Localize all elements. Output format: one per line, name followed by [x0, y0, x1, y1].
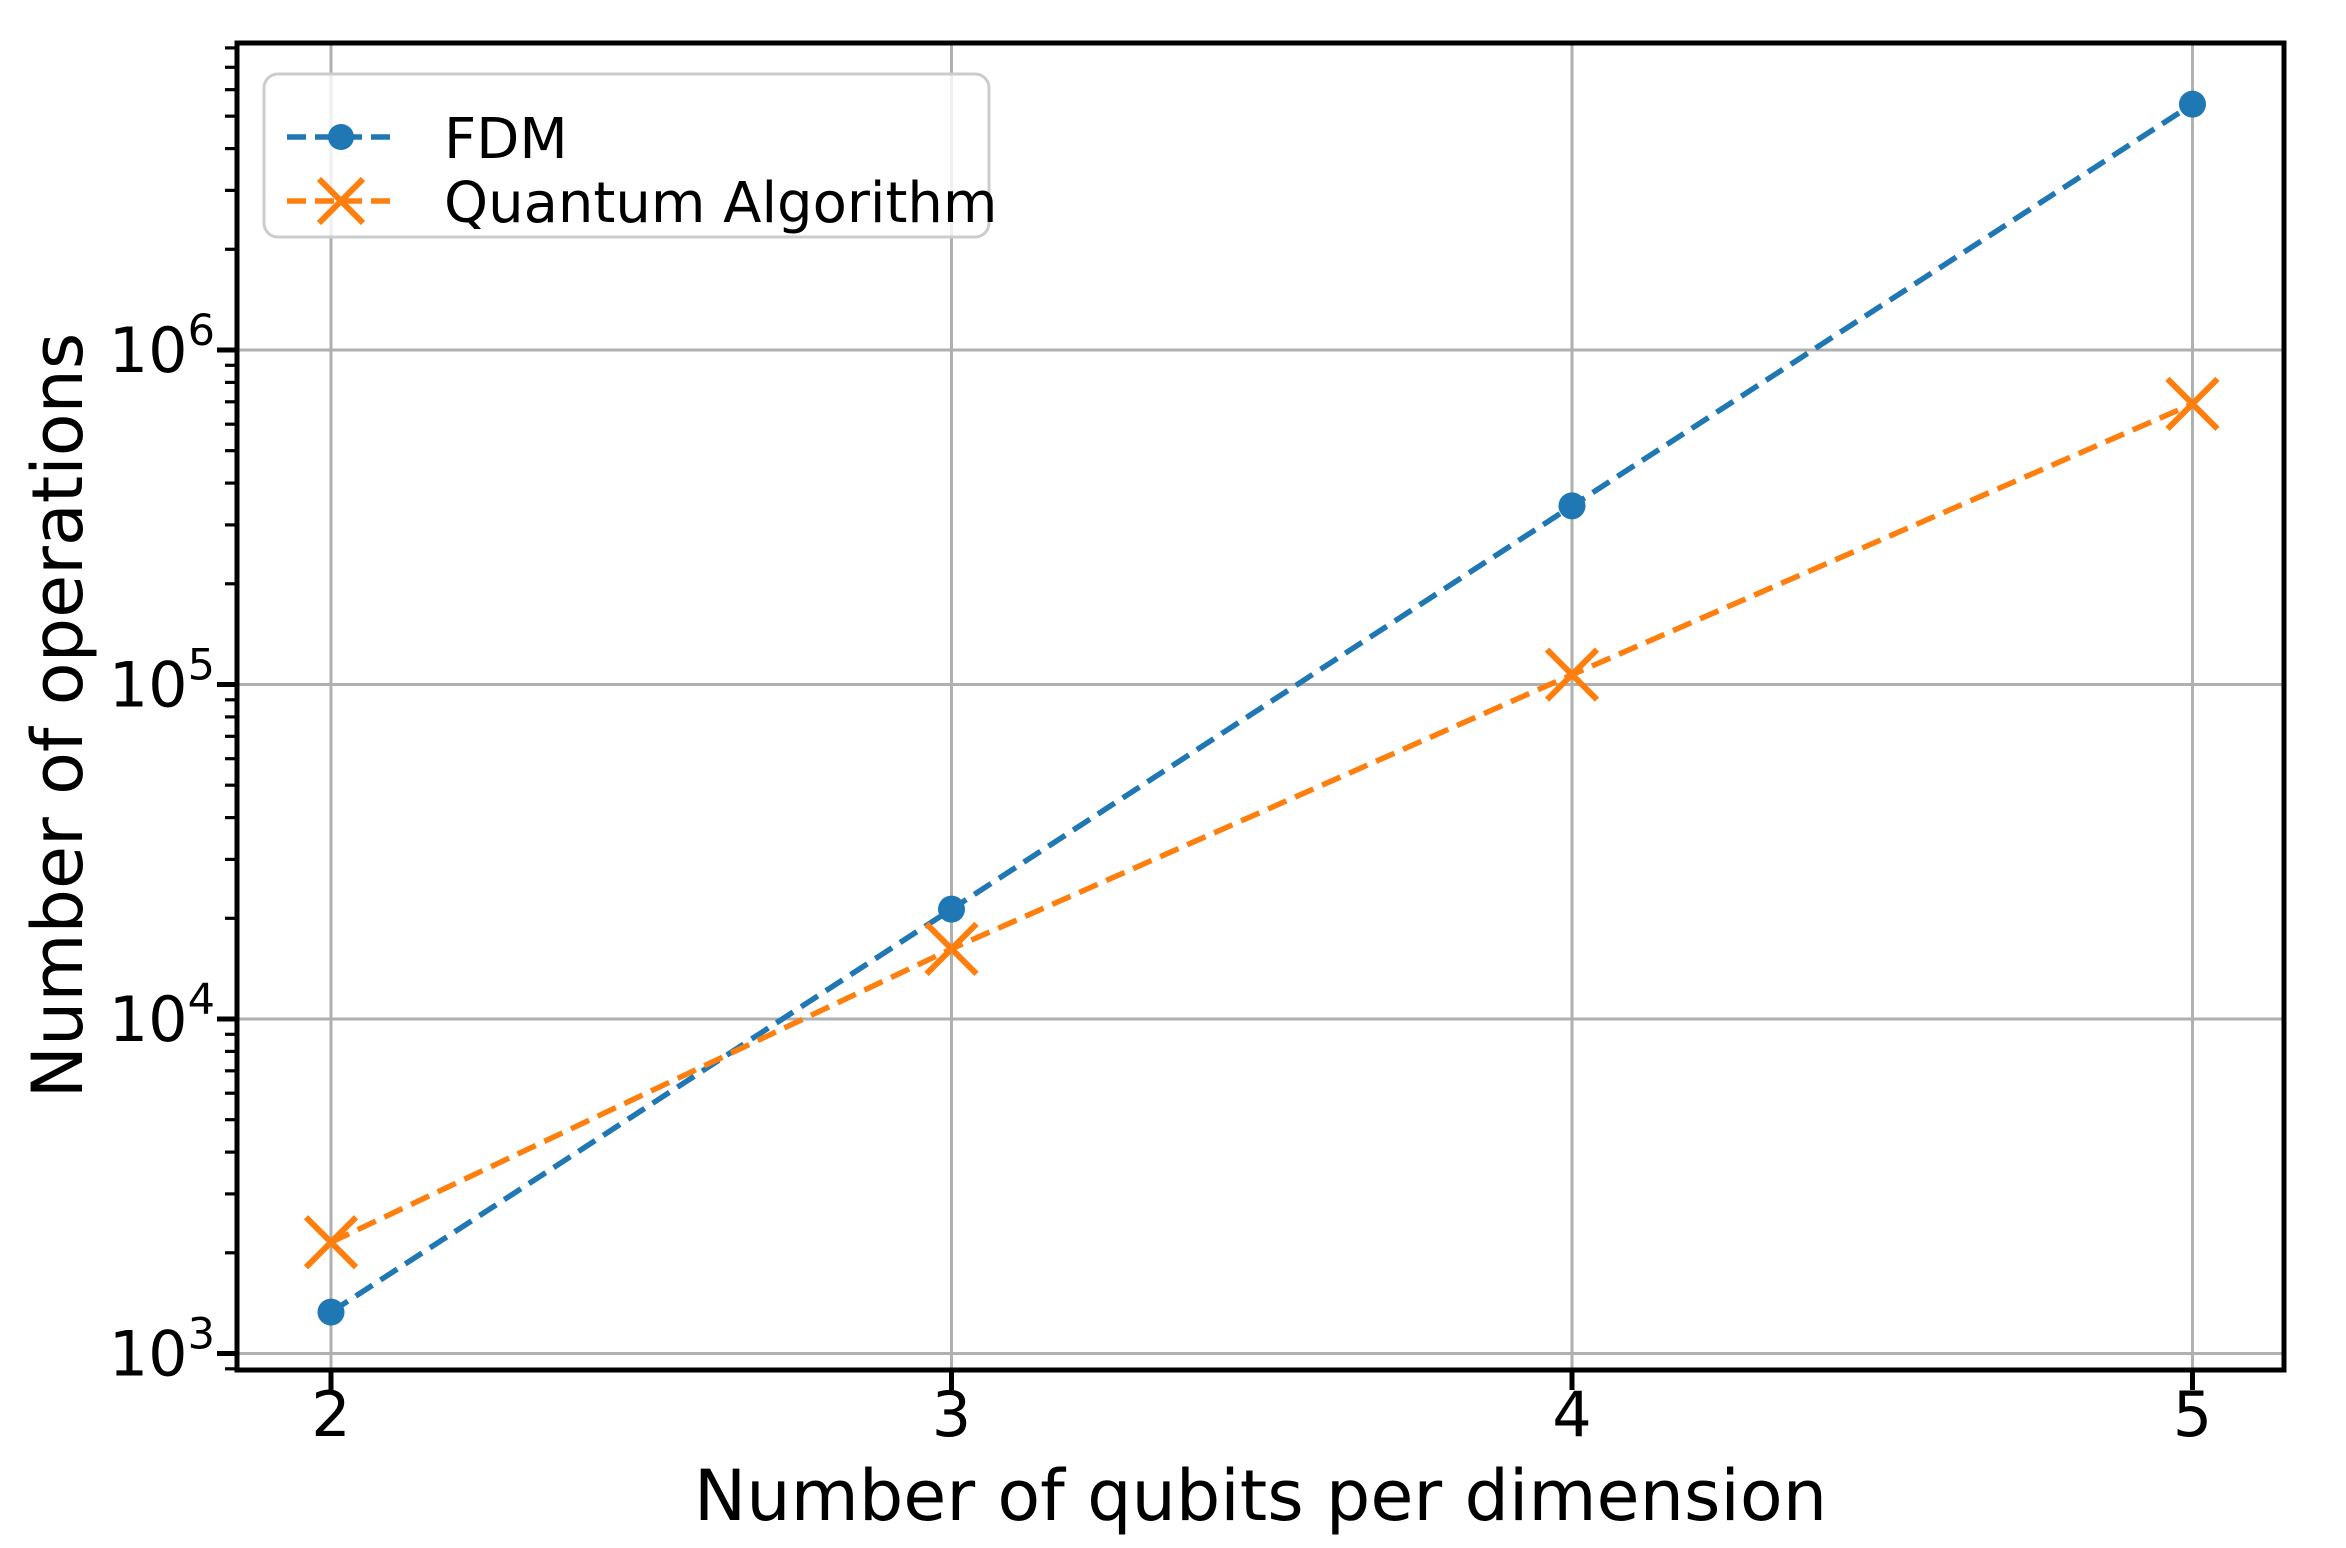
legend-sample-circle-marker	[328, 124, 354, 150]
series-quantum-algorithm-marker-x3	[924, 921, 979, 977]
x-tick-label-4: 4	[1552, 1378, 1591, 1451]
x-tick-label-2: 2	[311, 1378, 350, 1451]
plot-spines	[234, 40, 2287, 1373]
series-quantum-algorithm-line	[329, 401, 2194, 1245]
series-quantum-algorithm-marker-x4	[1544, 647, 1600, 702]
legend-label-quantum-algorithm: Quantum Algorithm	[444, 171, 997, 236]
x-tick-label-5: 5	[2173, 1378, 2212, 1451]
series-fdm-marker-x5	[2178, 90, 2206, 118]
series-fdm-marker-x2	[317, 1298, 345, 1326]
x-axis-label: Number of qubits per dimension	[694, 1455, 1827, 1537]
y-tick-label-1e5: 105	[109, 640, 215, 721]
y-tick-label-1e3: 103	[109, 1310, 215, 1391]
x-tick-label-3: 3	[932, 1378, 971, 1451]
series-quantum-algorithm-marker-x2	[303, 1215, 359, 1270]
series-fdm-marker-x3	[937, 895, 965, 923]
legend-sample-x-marker	[316, 176, 366, 226]
y-tick-label-1e6: 106	[109, 306, 215, 387]
legend-label-fdm: FDM	[444, 107, 568, 172]
legend-item-fdm: FDM	[287, 107, 568, 172]
legend-box	[262, 72, 991, 239]
series-quantum-algorithm-marker-x5	[2165, 376, 2220, 432]
legend-item-quantum-algorithm: Quantum Algorithm	[287, 171, 997, 236]
y-tick-label-1e4: 104	[109, 975, 215, 1056]
series-fdm-line	[329, 101, 2194, 1315]
series-fdm-marker-x4	[1558, 492, 1586, 520]
y-axis-label: Number of operations	[17, 333, 99, 1099]
